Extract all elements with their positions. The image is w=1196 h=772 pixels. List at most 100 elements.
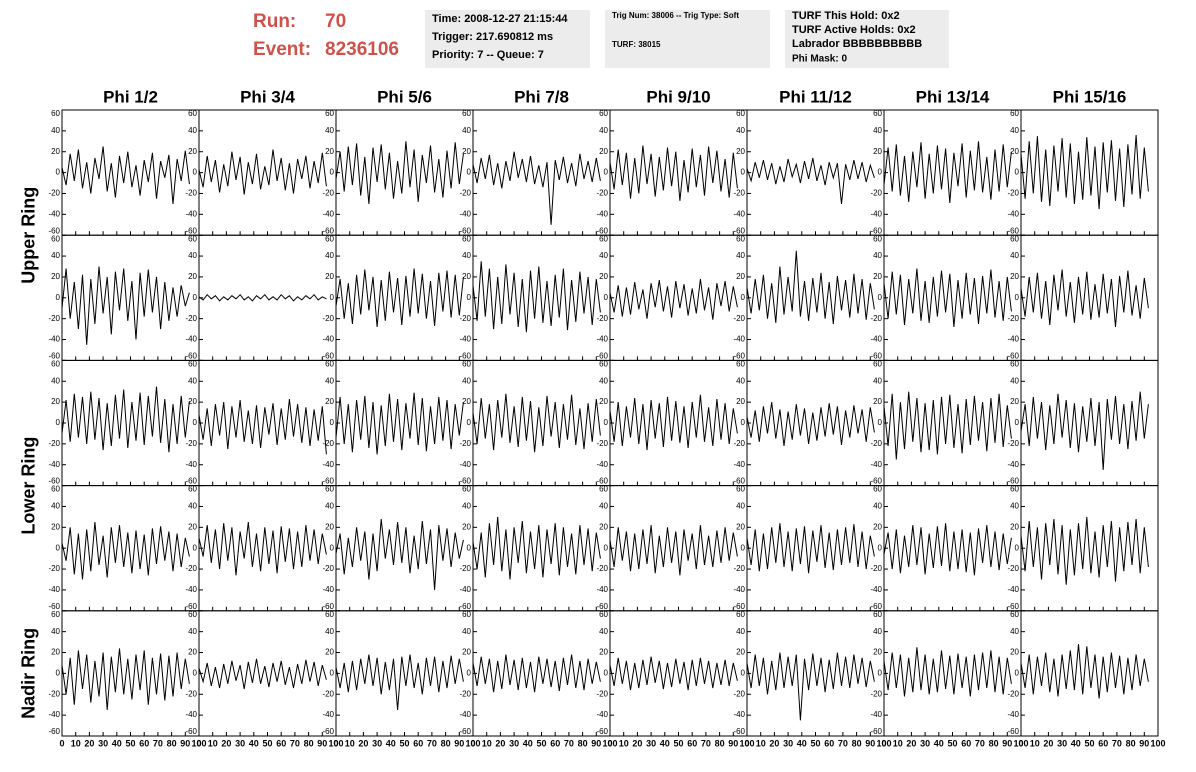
x-tick-label: 70	[1112, 738, 1122, 748]
y-tick-label: 20	[873, 147, 882, 156]
y-tick-label: -40	[1007, 585, 1019, 594]
y-tick-label: 20	[325, 397, 334, 406]
y-tick-label: -20	[596, 689, 608, 698]
y-tick-label: 0	[193, 168, 198, 177]
y-tick-label: 20	[188, 272, 197, 281]
y-tick-label: -60	[870, 602, 882, 611]
y-tick-label: 40	[873, 376, 882, 385]
y-tick-label: 20	[462, 648, 471, 657]
y-tick-label: 20	[736, 147, 745, 156]
column-header: Phi 5/6	[377, 87, 432, 106]
y-tick-label: -20	[733, 689, 745, 698]
x-tick-label: 40	[386, 738, 396, 748]
y-tick-label: -60	[596, 352, 608, 361]
waveform	[883, 391, 1012, 460]
waveform	[609, 145, 738, 201]
y-tick-label: 0	[878, 669, 883, 678]
x-tick-label: 30	[98, 738, 108, 748]
y-tick-label: -20	[48, 564, 60, 573]
y-tick-label: -20	[870, 689, 882, 698]
y-tick-label: 20	[462, 272, 471, 281]
y-tick-label: 60	[1010, 610, 1019, 619]
y-tick-label: 20	[736, 648, 745, 657]
y-tick-label: 40	[188, 251, 197, 260]
y-tick-label: -40	[322, 335, 334, 344]
y-tick-label: -60	[733, 727, 745, 736]
y-tick-label: -60	[459, 727, 471, 736]
x-tick-label: 90	[591, 738, 601, 748]
waveform	[1020, 269, 1149, 328]
x-tick-label: 80	[304, 738, 314, 748]
waveform	[1020, 391, 1149, 470]
y-tick-label: 60	[873, 234, 882, 243]
x-tick-label: 100	[876, 738, 891, 748]
waveform	[609, 525, 738, 576]
y-tick-label: 60	[462, 485, 471, 494]
y-tick-label: 0	[330, 418, 335, 427]
y-tick-label: -60	[733, 477, 745, 486]
waveform	[61, 266, 190, 345]
x-tick-label: 20	[769, 738, 779, 748]
y-tick-label: 60	[188, 360, 197, 369]
y-tick-label: 60	[736, 485, 745, 494]
y-tick-label: -40	[185, 710, 197, 719]
column-header: Phi 11/12	[779, 87, 852, 106]
y-tick-label: 20	[325, 147, 334, 156]
info-text: TURF Active Holds: 0x2	[792, 24, 916, 36]
x-tick-label: 80	[441, 738, 451, 748]
x-tick-label: 70	[701, 738, 711, 748]
y-tick-label: -60	[322, 352, 334, 361]
run-label: Run:	[253, 11, 296, 32]
y-tick-label: -60	[48, 477, 60, 486]
y-tick-label: 0	[1015, 168, 1020, 177]
y-tick-label: 0	[330, 293, 335, 302]
y-tick-label: 0	[604, 418, 609, 427]
y-tick-label: -40	[733, 710, 745, 719]
x-tick-label: 60	[550, 738, 560, 748]
x-tick-label: 90	[454, 738, 464, 748]
y-tick-label: 40	[188, 126, 197, 135]
y-tick-label: 0	[1015, 543, 1020, 552]
y-tick-label: 60	[51, 109, 60, 118]
y-tick-label: 60	[1010, 109, 1019, 118]
waveform	[335, 392, 464, 455]
info-box	[425, 10, 590, 68]
x-tick-label: 30	[509, 738, 519, 748]
y-tick-label: -40	[870, 335, 882, 344]
waveform	[198, 149, 327, 195]
waveform	[746, 402, 875, 447]
y-tick-label: 0	[467, 543, 472, 552]
y-tick-label: 20	[599, 522, 608, 531]
info-text: TURF This Hold: 0x2	[792, 10, 900, 22]
y-tick-label: 40	[873, 126, 882, 135]
column-header: Phi 1/2	[103, 87, 158, 106]
x-tick-label: 100	[191, 738, 206, 748]
y-tick-label: 0	[56, 293, 61, 302]
waveform	[472, 654, 601, 693]
info-text: TURF: 38015	[612, 40, 661, 49]
panel-frame	[198, 109, 337, 236]
x-tick-label: 90	[728, 738, 738, 748]
waveform	[61, 522, 190, 580]
x-tick-label: 30	[920, 738, 930, 748]
x-tick-label: 40	[523, 738, 533, 748]
y-tick-label: -60	[870, 727, 882, 736]
y-tick-label: -20	[733, 564, 745, 573]
waveform	[883, 141, 1012, 203]
y-tick-label: 60	[462, 234, 471, 243]
event-number: 8236106	[325, 39, 399, 60]
x-tick-label: 60	[413, 738, 423, 748]
y-tick-label: 60	[188, 109, 197, 118]
y-tick-label: 0	[1015, 418, 1020, 427]
y-tick-label: -40	[596, 710, 608, 719]
x-tick-label: 100	[739, 738, 754, 748]
x-tick-label: 70	[838, 738, 848, 748]
column-header: Phi 13/14	[916, 87, 990, 106]
y-tick-label: 40	[51, 376, 60, 385]
y-tick-label: 60	[51, 360, 60, 369]
panel-frame	[198, 610, 337, 737]
info-text: Phi Mask: 0	[792, 54, 847, 65]
y-tick-label: 40	[736, 376, 745, 385]
y-tick-label: 0	[56, 168, 61, 177]
